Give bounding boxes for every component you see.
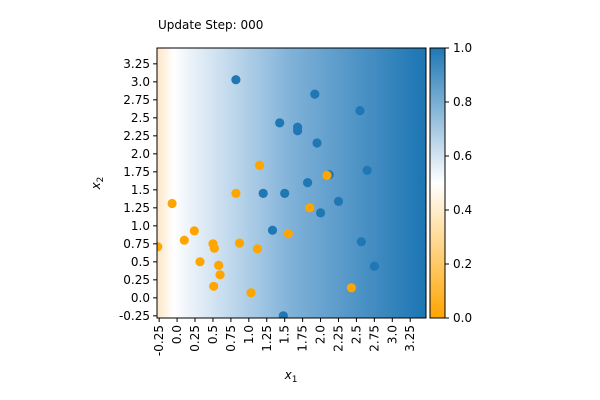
- scatter-point-class-1: [312, 138, 322, 148]
- colorbar-tick-label: 0.8: [453, 95, 472, 109]
- scatter-point-class-0: [209, 243, 219, 253]
- scatter-point-class-0: [346, 283, 356, 293]
- colorbar-ticks: 0.0 0.2 0.4 0.6 0.8 1.0: [445, 41, 472, 325]
- scatter-point-class-1: [310, 89, 320, 99]
- y-tick-label: 0.75: [123, 237, 150, 251]
- scatter-point-class-0: [179, 235, 189, 245]
- y-tick-label: 1.75: [123, 165, 150, 179]
- scatter-point-class-1: [316, 208, 326, 218]
- y-tick-label: 2.0: [131, 147, 150, 161]
- y-tick-label: 0.5: [131, 255, 150, 269]
- x-tick-label: 0.5: [206, 325, 220, 344]
- scatter-point-class-0: [246, 288, 256, 298]
- scatter-point-class-1: [362, 165, 372, 175]
- x-tick-label: 1.25: [260, 325, 274, 352]
- scatter-point-class-0: [322, 170, 332, 180]
- scatter-point-class-1: [416, 176, 426, 186]
- scatter-point-class-1: [275, 118, 285, 128]
- scatter-point-class-0: [195, 257, 205, 267]
- y-tick-label: 2.25: [123, 129, 150, 143]
- y-tick-label: 1.25: [123, 201, 150, 215]
- y-tick-label: 2.5: [131, 111, 150, 125]
- x-tick-label: -0.25: [152, 325, 166, 356]
- x-tick-label: 0.25: [188, 325, 202, 352]
- scatter-point-class-1: [231, 75, 241, 85]
- scatter-point-class-0: [157, 242, 163, 252]
- x-tick-label: 2.5: [349, 325, 363, 344]
- scatter-point-class-1: [258, 188, 268, 198]
- y-tick-label: 0.0: [131, 291, 150, 305]
- scatter-point-class-0: [214, 260, 224, 270]
- x-tick-label: 3.25: [403, 325, 417, 352]
- y-tick-label: 1.5: [131, 183, 150, 197]
- scatter-point-class-1: [356, 237, 366, 247]
- scatter-point-class-0: [209, 281, 219, 291]
- y-axis-label: x2: [89, 177, 106, 191]
- x-tick-label: 0.0: [170, 325, 184, 344]
- colorbar-tick-label: 0.2: [453, 257, 472, 271]
- x-tick-label: 0.75: [224, 325, 238, 352]
- scatter-point-class-0: [234, 238, 245, 248]
- scatter-point-class-0: [252, 244, 262, 254]
- scatter-point-class-0: [215, 270, 225, 280]
- plot-area: [156, 47, 427, 319]
- scatter-point-class-0: [255, 160, 265, 170]
- x-tick-label: 2.0: [314, 325, 328, 344]
- y-tick-label: 0.25: [123, 273, 150, 287]
- scatter-point-class-1: [293, 126, 303, 136]
- y-tick-label: -0.25: [119, 309, 150, 323]
- scatter-points: [157, 75, 426, 318]
- scatter-point-class-0: [189, 226, 199, 236]
- colorbar-tick-label: 1.0: [453, 41, 472, 55]
- colorbar-tick-label: 0.0: [453, 311, 472, 325]
- x-tick-label: 2.75: [367, 325, 381, 352]
- colorbar-scale: [429, 47, 446, 319]
- y-axis: -0.25 0.0 0.25 0.5 0.75 1.0 1.25 1.5 1.75 2.0 2.25…: [119, 57, 157, 323]
- x-tick-label: 3.0: [385, 325, 399, 344]
- y-tick-label: 1.0: [131, 219, 150, 233]
- x-tick-label: 1.0: [242, 325, 256, 344]
- scatter-point-class-1: [280, 188, 290, 198]
- x-tick-label: 2.25: [332, 325, 346, 352]
- scatter-point-class-0: [231, 188, 241, 198]
- x-tick-label: 1.75: [296, 325, 310, 352]
- scatter-point-class-1: [369, 261, 379, 271]
- y-tick-label: 3.0: [131, 75, 150, 89]
- scatter-point-class-0: [305, 203, 315, 213]
- x-axis: -0.25 0.0 0.25 0.5 0.75 1.0 1.25 1.5 1.75 2.0 2.25…: [152, 318, 417, 356]
- colorbar-tick-label: 0.6: [453, 149, 472, 163]
- scatter-point-class-1: [267, 225, 278, 235]
- x-tick-label: 1.5: [278, 325, 292, 344]
- chart-title: Update Step: 000: [158, 18, 263, 32]
- scatter-point-class-1: [303, 178, 313, 188]
- colorbar-tick-label: 0.4: [453, 203, 472, 217]
- y-tick-label: 3.25: [123, 57, 150, 71]
- y-tick-label: 2.75: [123, 93, 150, 107]
- scatter-point-class-1: [333, 196, 344, 206]
- scatter-point-class-0: [167, 198, 177, 209]
- scatter-point-class-1: [355, 106, 365, 116]
- colorbar: 0.0 0.2 0.4 0.6 0.8 1.0: [429, 41, 472, 325]
- decision-field: [157, 48, 426, 318]
- scatter-point-class-1: [278, 311, 288, 318]
- scatter-point-class-0: [283, 229, 293, 239]
- plot-frame: [156, 47, 427, 319]
- x-axis-label: x1: [284, 368, 298, 385]
